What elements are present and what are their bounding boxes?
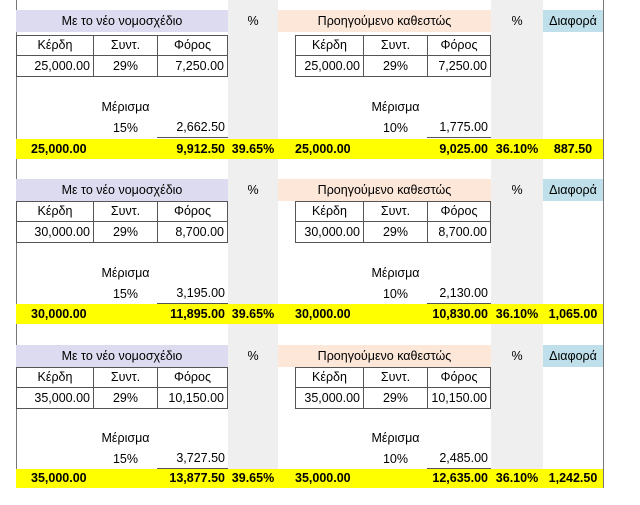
rate-label-old: Συντ. [363,35,428,56]
total-percent-new: 39.65% [231,141,275,156]
dividend-tax-old: 1,775.00 [427,118,491,138]
tax-label-new: Φόρος [157,367,228,388]
dividend-label-new: Μέρισμα [101,430,150,445]
dividend-tax-new: 3,195.00 [157,284,228,304]
percent-column-old-shade [491,0,543,488]
totals-row-highlight [16,304,603,324]
profits-value-old: 30,000.00 [295,221,364,243]
total-profits-old: 30,000.00 [295,306,351,321]
new-regime-header: Με το νέο νομοσχέδιο [16,179,228,201]
tax-label-old: Φόρος [427,367,491,388]
tax-value-new: 10,150.00 [157,387,228,409]
tax-value-new: 8,700.00 [157,221,228,243]
dividend-label-old: Μέρισμα [371,265,420,280]
dividend-rate-new: 15% [112,286,139,301]
percent-header-new: % [247,348,259,363]
tax-value-old: 8,700.00 [427,221,491,243]
percent-column-new-shade [228,0,278,488]
tax-label-old: Φόρος [427,201,491,222]
rate-value-new: 29% [93,55,158,77]
total-profits-old: 25,000.00 [295,141,351,156]
profits-value-new: 35,000.00 [16,387,94,409]
rate-label-new: Συντ. [93,201,158,222]
total-percent-old: 36.10% [495,471,539,486]
profits-value-new: 30,000.00 [16,221,94,243]
difference-header: Διαφορά [543,179,603,201]
total-percent-new: 39.65% [231,306,275,321]
tax-label-new: Φόρος [157,35,228,56]
spreadsheet: Με το νέο νομοσχέδιο % Προηγούμενο καθεσ… [16,0,604,488]
dividend-label-new: Μέρισμα [101,265,150,280]
rate-label-new: Συντ. [93,367,158,388]
rate-value-old: 29% [363,387,428,409]
right-sheet-border [603,0,604,488]
tax-value-new: 7,250.00 [157,55,228,77]
dividend-tax-old: 2,130.00 [427,284,491,304]
dividend-rate-old: 10% [382,120,409,135]
dividend-rate-old: 10% [382,286,409,301]
dividend-rate-new: 15% [112,451,139,466]
total-tax-new: 11,895.00 [170,306,225,321]
total-tax-old: 9,025.00 [439,141,488,156]
totals-row-highlight [16,469,603,488]
total-tax-old: 12,635.00 [432,471,488,486]
rate-value-old: 29% [363,221,428,243]
total-difference: 887.50 [553,141,593,156]
tax-value-old: 7,250.00 [427,55,491,77]
percent-header-old: % [511,182,523,197]
percent-header-new: % [247,182,259,197]
dividend-tax-new: 2,662.50 [157,118,228,138]
total-profits-new: 25,000.00 [31,141,87,156]
percent-header-old: % [511,13,523,28]
total-tax-old: 10,830.00 [432,306,488,321]
difference-header: Διαφορά [543,345,603,367]
total-percent-old: 36.10% [495,306,539,321]
tax-label-new: Φόρος [157,201,228,222]
total-difference: 1,242.50 [548,471,598,486]
dividend-rate-new: 15% [112,120,139,135]
percent-header-new: % [247,13,259,28]
rate-label-old: Συντ. [363,367,428,388]
profits-value-old: 35,000.00 [295,387,364,409]
profits-label-new: Κέρδη [16,35,94,56]
tax-label-old: Φόρος [427,35,491,56]
dividend-tax-old: 2,485.00 [427,449,491,469]
difference-header: Διαφορά [543,10,603,32]
left-sheet-border [16,0,17,488]
totals-row-highlight [16,139,603,159]
total-percent-old: 36.10% [495,141,539,156]
dividend-tax-new: 3,727.50 [157,449,228,469]
profits-label-new: Κέρδη [16,201,94,222]
profits-label-new: Κέρδη [16,367,94,388]
total-profits-old: 35,000.00 [295,471,351,486]
total-profits-new: 35,000.00 [31,471,87,486]
profits-label-old: Κέρδη [295,35,364,56]
profits-label-old: Κέρδη [295,201,364,222]
rate-label-old: Συντ. [363,201,428,222]
rate-value-old: 29% [363,55,428,77]
profits-value-new: 25,000.00 [16,55,94,77]
old-regime-header: Προηγούμενο καθεστώς [278,179,491,201]
total-tax-new: 9,912.50 [176,141,225,156]
old-regime-header: Προηγούμενο καθεστώς [278,345,491,367]
rate-value-new: 29% [93,221,158,243]
new-regime-header: Με το νέο νομοσχέδιο [16,10,228,32]
percent-header-old: % [511,348,523,363]
profits-value-old: 25,000.00 [295,55,364,77]
profits-label-old: Κέρδη [295,367,364,388]
dividend-rate-old: 10% [382,451,409,466]
total-tax-new: 13,877.50 [169,471,225,486]
total-percent-new: 39.65% [231,471,275,486]
old-regime-header: Προηγούμενο καθεστώς [278,10,491,32]
dividend-label-old: Μέρισμα [371,99,420,114]
rate-label-new: Συντ. [93,35,158,56]
total-profits-new: 30,000.00 [31,306,87,321]
total-difference: 1,065.00 [548,306,598,321]
tax-value-old: 10,150.00 [427,387,491,409]
rate-value-new: 29% [93,387,158,409]
dividend-label-new: Μέρισμα [101,99,150,114]
new-regime-header: Με το νέο νομοσχέδιο [16,345,228,367]
dividend-label-old: Μέρισμα [371,430,420,445]
